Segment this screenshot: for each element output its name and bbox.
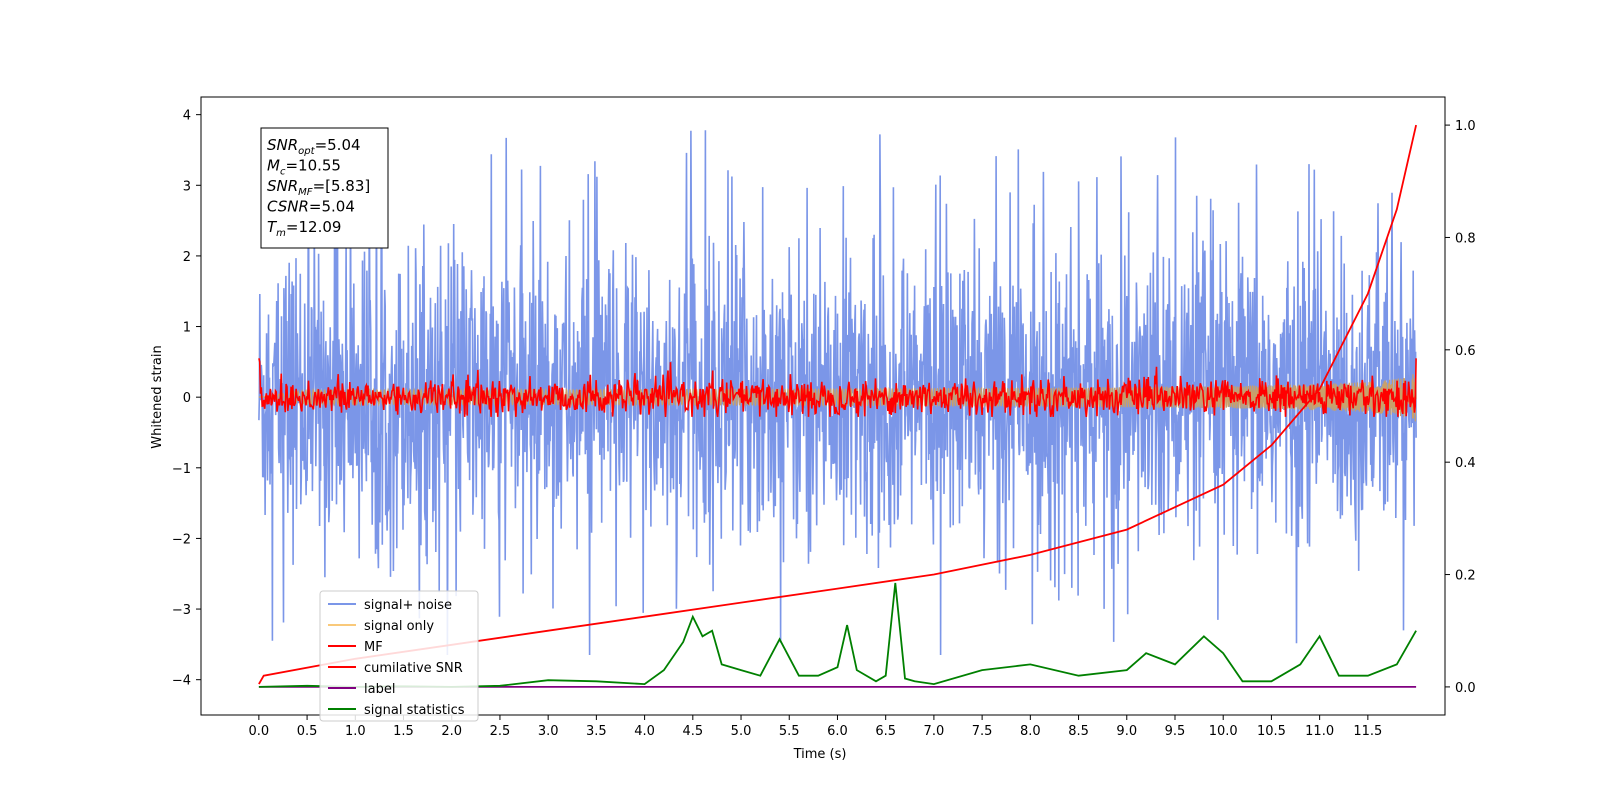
- y-tick-label: −1: [172, 462, 191, 477]
- x-tick-label: 10.0: [1209, 724, 1238, 739]
- x-tick-label: 8.5: [1068, 724, 1089, 739]
- x-tick-label: 6.5: [875, 724, 896, 739]
- x-tick-label: 11.0: [1305, 724, 1334, 739]
- x-tick-label: 1.0: [345, 724, 366, 739]
- x-tick-label: 1.5: [393, 724, 414, 739]
- series-signal-statistics: [258, 582, 1417, 688]
- y-tick-label: 1: [183, 321, 191, 336]
- x-tick-label: 0.5: [297, 724, 318, 739]
- x-tick-label: 3.5: [586, 724, 607, 739]
- y-tick-label: −4: [172, 674, 191, 689]
- axes-frame: [200, 96, 1446, 716]
- y2-tick-label: 0.0: [1455, 681, 1476, 696]
- info-value: =12.09: [286, 218, 342, 236]
- info-value: =10.55: [285, 157, 341, 175]
- x-tick-label: 10.5: [1257, 724, 1286, 739]
- x-tick-label: 11.5: [1353, 724, 1382, 739]
- info-box: SNRopt=5.04Mc=10.55SNRMF=[5.83]CSNR=5.04…: [260, 127, 389, 249]
- y-tick-label: 4: [183, 109, 191, 124]
- info-symbol: CSNR: [267, 198, 309, 216]
- x-tick-label: 4.5: [682, 724, 703, 739]
- info-symbol: SNR: [267, 136, 298, 154]
- y2-tick-label: 0.6: [1455, 344, 1476, 359]
- info-symbol: T: [267, 218, 278, 236]
- x-tick-label: 5.5: [779, 724, 800, 739]
- x-tick-label: 4.0: [634, 724, 655, 739]
- legend-entry: cumilative SNR: [364, 661, 463, 676]
- info-symbol: M: [267, 157, 280, 175]
- legend-entry: signal+ noise: [364, 598, 452, 613]
- x-tick-label: 7.5: [972, 724, 993, 739]
- info-symbol: SNR: [267, 177, 298, 195]
- x-axis-label: Time (s): [793, 747, 847, 762]
- x-tick-label: 9.0: [1116, 724, 1137, 739]
- info-box-line: CSNR=5.04: [267, 198, 355, 216]
- y2-tick-label: 0.2: [1455, 569, 1476, 584]
- x-tick-label: 7.0: [924, 724, 945, 739]
- x-tick-label: 5.0: [731, 724, 752, 739]
- legend-entry: label: [364, 682, 395, 697]
- y-tick-label: −2: [172, 532, 191, 547]
- x-tick-label: 6.0: [827, 724, 848, 739]
- x-tick-label: 3.0: [538, 724, 559, 739]
- legend-frame: [319, 590, 479, 722]
- info-value: =[5.83]: [313, 177, 371, 195]
- legend-entry: MF: [364, 640, 383, 655]
- y-tick-label: 0: [183, 391, 191, 406]
- info-box-line: Tm=12.09: [267, 218, 341, 239]
- y2-tick-label: 0.8: [1455, 231, 1476, 246]
- info-subscript: m: [276, 228, 286, 239]
- x-tick-label: 8.0: [1020, 724, 1041, 739]
- info-value: =5.04: [309, 198, 355, 216]
- y-tick-label: −3: [172, 603, 191, 618]
- info-box-line: SNRopt=5.04: [267, 136, 361, 157]
- x-tick-label: 0.0: [249, 724, 270, 739]
- info-subscript: c: [280, 167, 286, 178]
- axes: 0.0 0.5 1.0 1.5 2.0 2.5 3.0 3.5 4.0 4.5 5.0 5.5 6.0 6…: [172, 96, 1476, 739]
- y2-tick-label: 0.4: [1455, 456, 1476, 471]
- legend-entry: signal statistics: [364, 703, 465, 718]
- info-value: =5.04: [315, 136, 361, 154]
- x-tick-label: 2.0: [441, 724, 462, 739]
- y2-tick-label: 1.0: [1455, 119, 1476, 134]
- x-tick-label: 2.5: [490, 724, 511, 739]
- info-box-line: Mc=10.55: [267, 157, 341, 178]
- info-subscript: opt: [298, 146, 315, 157]
- y-tick-label: 3: [183, 179, 191, 194]
- info-box-line: SNRMF=[5.83]: [267, 177, 370, 198]
- y-axis-label: Whitened strain: [150, 345, 165, 448]
- x-tick-label: 9.5: [1165, 724, 1186, 739]
- legend: signal+ noise signal only MF cumilative SNR…: [319, 590, 479, 722]
- series-mf: [258, 358, 1417, 418]
- legend-entry: signal only: [364, 619, 434, 634]
- info-box-frame: [260, 127, 389, 249]
- y-tick-label: 2: [183, 250, 191, 265]
- info-subscript: MF: [298, 187, 313, 198]
